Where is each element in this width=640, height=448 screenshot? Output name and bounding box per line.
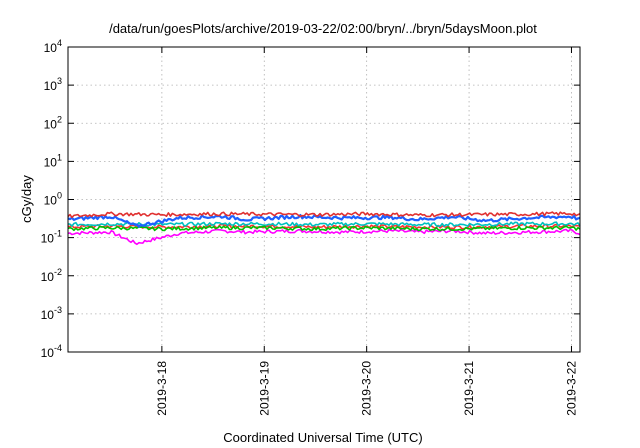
series-line <box>67 228 581 246</box>
y-tick-base: 10 <box>44 41 58 55</box>
y-tick-label: 102 <box>44 114 62 131</box>
y-tick-label: 10-4 <box>41 343 62 360</box>
y-tick-label: 10-3 <box>41 305 62 322</box>
y-tick-base: 10 <box>44 79 58 93</box>
x-tick-label: 2019-3-22 <box>564 361 578 416</box>
x-tick-label: 2019-3-21 <box>462 361 476 416</box>
y-tick-exponent: -3 <box>54 305 62 315</box>
series-line <box>67 225 581 232</box>
y-tick-exponent: -1 <box>54 229 62 239</box>
y-tick-exponent: -2 <box>54 267 62 277</box>
y-axis-label: cGy/day <box>19 175 34 223</box>
y-tick-label: 103 <box>44 76 62 93</box>
y-tick-base: 10 <box>41 346 55 360</box>
y-tick-exponent: 3 <box>57 76 62 86</box>
series-line <box>67 214 581 228</box>
y-tick-base: 10 <box>41 270 55 284</box>
y-tick-exponent: 2 <box>57 114 62 124</box>
x-axis: 2019-3-18 2019-3-19 2019-3-20 2019-3-21 2019… <box>155 47 578 416</box>
x-tick-label: 2019-3-18 <box>155 361 169 416</box>
y-tick-exponent: 4 <box>57 38 62 48</box>
y-tick-label: 101 <box>44 152 62 169</box>
grid <box>68 47 580 352</box>
y-tick-base: 10 <box>41 308 55 322</box>
y-tick-label: 10-1 <box>41 229 62 246</box>
y-tick-label: 104 <box>44 38 62 55</box>
x-tick-label: 2019-3-20 <box>360 361 374 416</box>
y-tick-base: 10 <box>41 232 55 246</box>
y-tick-base: 10 <box>44 155 58 169</box>
y-tick-exponent: -4 <box>54 343 62 353</box>
series-line <box>67 211 581 219</box>
y-tick-base: 10 <box>44 117 58 131</box>
series-layer <box>67 211 581 246</box>
y-tick-exponent: 1 <box>57 152 62 162</box>
y-tick-label: 100 <box>44 191 62 208</box>
chart-title: /data/run/goesPlots/archive/2019-03-22/0… <box>109 21 537 36</box>
x-tick-label: 2019-3-19 <box>257 361 271 416</box>
y-tick-exponent: 0 <box>57 191 62 201</box>
y-tick-label: 10-2 <box>41 267 62 284</box>
y-tick-base: 10 <box>44 194 58 208</box>
x-axis-label: Coordinated Universal Time (UTC) <box>223 430 422 445</box>
